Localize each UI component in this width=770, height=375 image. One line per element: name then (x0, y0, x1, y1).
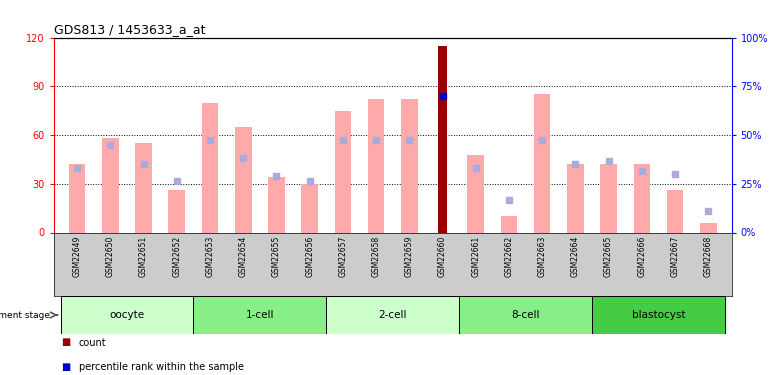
Text: 8-cell: 8-cell (511, 310, 540, 320)
Bar (534, 94, 551, 232)
Bar (326, 296, 459, 334)
Bar (136, 143, 152, 232)
Text: ■: ■ (62, 338, 71, 348)
Text: GSM22668: GSM22668 (704, 236, 713, 277)
Text: GSM22655: GSM22655 (272, 236, 281, 277)
Text: GSM22665: GSM22665 (604, 236, 613, 277)
Text: GSM22658: GSM22658 (372, 236, 380, 277)
Text: GSM22659: GSM22659 (405, 236, 413, 277)
Text: 1-cell: 1-cell (246, 310, 274, 320)
Bar (368, 99, 384, 232)
Text: development stage: development stage (0, 310, 50, 320)
Bar (61, 296, 193, 334)
Text: percentile rank within the sample: percentile rank within the sample (79, 362, 243, 372)
Bar (667, 190, 683, 232)
Bar (467, 154, 484, 232)
Text: GSM22664: GSM22664 (571, 236, 580, 277)
Bar (202, 102, 219, 232)
Text: GSM22663: GSM22663 (537, 236, 547, 277)
Text: GSM22662: GSM22662 (504, 236, 514, 277)
Bar (193, 296, 326, 334)
Text: GSM22653: GSM22653 (206, 236, 215, 277)
Bar (567, 164, 584, 232)
Text: ■: ■ (62, 362, 71, 372)
Bar (301, 184, 318, 232)
Bar (235, 127, 252, 232)
Text: 2-cell: 2-cell (378, 310, 407, 320)
Text: GDS813 / 1453633_a_at: GDS813 / 1453633_a_at (54, 23, 206, 36)
Bar (601, 164, 617, 232)
Text: GSM22654: GSM22654 (239, 236, 248, 277)
Text: GSM22667: GSM22667 (671, 236, 680, 277)
Text: count: count (79, 338, 106, 348)
Bar (69, 164, 85, 232)
Bar (335, 111, 351, 232)
Text: GSM22657: GSM22657 (338, 236, 347, 277)
Bar (102, 138, 119, 232)
Text: GSM22666: GSM22666 (638, 236, 646, 277)
Bar (459, 296, 592, 334)
Bar (438, 46, 447, 232)
Text: GSM22651: GSM22651 (139, 236, 148, 277)
Bar (700, 223, 717, 232)
Bar (268, 177, 285, 232)
Text: oocyte: oocyte (109, 310, 145, 320)
Text: GSM22656: GSM22656 (305, 236, 314, 277)
Text: GSM22652: GSM22652 (172, 236, 181, 277)
Text: GSM22661: GSM22661 (471, 236, 480, 277)
Text: GSM22660: GSM22660 (438, 236, 447, 277)
Bar (169, 190, 185, 232)
Bar (634, 164, 650, 232)
Text: GSM22650: GSM22650 (105, 236, 115, 277)
Bar (500, 216, 517, 232)
Bar (401, 99, 417, 232)
Text: GSM22649: GSM22649 (72, 236, 82, 277)
Bar (592, 296, 725, 334)
Text: blastocyst: blastocyst (631, 310, 685, 320)
